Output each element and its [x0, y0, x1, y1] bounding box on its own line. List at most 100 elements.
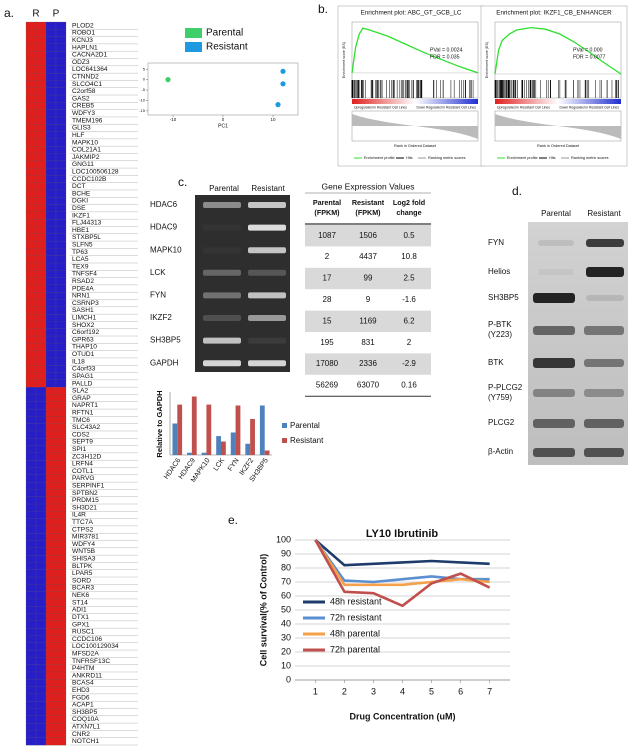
y-tick-label: 5 [143, 66, 146, 71]
gene-label: NEK6 [72, 592, 90, 599]
gene-label: WDFY4 [72, 541, 95, 548]
heatmap-cell [55, 569, 67, 578]
gene-label: PRDM15 [72, 497, 99, 504]
table-title: Gene Expression Values [322, 181, 415, 191]
heatmap-cell [45, 306, 57, 315]
heatmap-cell [55, 109, 67, 118]
legend-label: Hits [406, 156, 413, 160]
heatmap-cell [45, 87, 57, 96]
blot-row-label: FYN [488, 238, 504, 247]
gene-label: NOTCH1 [72, 738, 99, 745]
gsea-annotation: PVal = 0.000 [573, 47, 603, 53]
rank-bar [495, 99, 621, 104]
heatmap-cell [25, 357, 37, 366]
heatmap-cell [35, 277, 47, 286]
heatmap-cell [25, 503, 37, 512]
heatmap-cell [25, 649, 37, 658]
gene-label: TNFSF4 [72, 271, 97, 278]
legend-swatch [185, 42, 202, 52]
y-axis-label: Cell survival(% of Control) [258, 554, 268, 667]
y-axis-label: Relative to GAPDH [155, 390, 164, 457]
gel-band [203, 360, 241, 367]
chart-title: LY10 Ibrutinib [366, 528, 439, 540]
heatmap-cell [25, 686, 37, 695]
blot-row-label: P-BTK [488, 320, 512, 329]
heatmap-cell [55, 102, 67, 110]
heatmap-cell [45, 438, 57, 446]
heatmap-cell [35, 430, 47, 439]
gel-band [248, 337, 286, 344]
gene-label: COL21A1 [72, 147, 101, 154]
gene-label: PLOD2 [72, 22, 94, 29]
heatmap-cell [55, 21, 67, 30]
gene-label: CREB5 [72, 103, 94, 110]
heatmap-cell [55, 708, 67, 717]
heatmap-cell [35, 664, 47, 673]
heatmap-cell [25, 460, 37, 468]
heatmap-cell [55, 511, 67, 519]
gene-label: HLF [72, 132, 84, 139]
gene-label: SH3D21 [72, 504, 97, 511]
heatmap-column-label: P [53, 9, 60, 20]
heatmap-cell [45, 452, 57, 461]
es-curve [494, 26, 622, 75]
heatmap-cell [45, 489, 57, 497]
heatmap-cell [25, 394, 37, 403]
gene-label: SHISA3 [72, 556, 96, 563]
heatmap-cell [45, 701, 57, 709]
heatmap-cell [45, 679, 57, 687]
gene-label: CTNND2 [72, 74, 99, 81]
x-tick-label: 4 [400, 686, 405, 696]
gene-label: GAS2 [72, 95, 90, 102]
heatmap-cell [25, 576, 37, 585]
heatmap-cell [55, 146, 67, 154]
heatmap-cell [45, 379, 57, 388]
table-cell: 6.2 [403, 316, 415, 325]
heatmap-cell [45, 708, 57, 717]
heatmap-cell [55, 657, 67, 665]
table-header: change [396, 208, 421, 217]
gene-label: LIMCH1 [72, 315, 97, 322]
gsea-annotation: PVal = 0.0024 [430, 47, 462, 53]
heatmap-cell [45, 80, 57, 89]
heatmap-cell [55, 547, 67, 556]
heatmap-cell [35, 387, 47, 395]
heatmap-cell [25, 343, 37, 351]
blot-membrane [528, 222, 628, 465]
legend-label: Ranking metric scores [571, 156, 609, 160]
heatmap-cell [25, 489, 37, 497]
gel-column-label: Resistant [251, 184, 285, 193]
heatmap-cell [55, 94, 67, 103]
gene-label: SASH1 [72, 307, 94, 314]
x-tick-label: 10 [270, 117, 276, 122]
gene-label: NRN1 [72, 293, 90, 300]
heatmap-cell [55, 270, 67, 278]
bar [264, 450, 270, 455]
heatmap-cell [55, 175, 67, 183]
heatmap-cell [55, 357, 67, 366]
gene-label: HAPLN1 [72, 44, 98, 51]
heatmap-cell [45, 481, 57, 490]
heatmap-cell [35, 730, 47, 738]
heatmap-cell [25, 496, 37, 505]
gene-label: BCAS4 [72, 680, 94, 687]
heatmap-cell [55, 701, 67, 709]
heatmap-cell [45, 394, 57, 403]
heatmap-cell [25, 73, 37, 81]
panel-label: d. [512, 184, 522, 198]
heatmap-cell [45, 496, 57, 505]
heatmap-cell [55, 204, 67, 213]
y-tick-label: 80 [281, 562, 291, 572]
table-cell: 28 [323, 295, 332, 304]
heatmap-cell [35, 109, 47, 118]
gene-label: LOC100506128 [72, 168, 119, 175]
heatmap-cell [45, 664, 57, 673]
point [275, 102, 281, 108]
legend-swatch [185, 28, 202, 38]
gel-band [248, 224, 286, 231]
heatmap-cell [55, 576, 67, 585]
heatmap-cell [25, 722, 37, 731]
table-header: Parental [313, 198, 341, 207]
metric-area [352, 114, 478, 139]
heatmap-cell [45, 299, 57, 308]
